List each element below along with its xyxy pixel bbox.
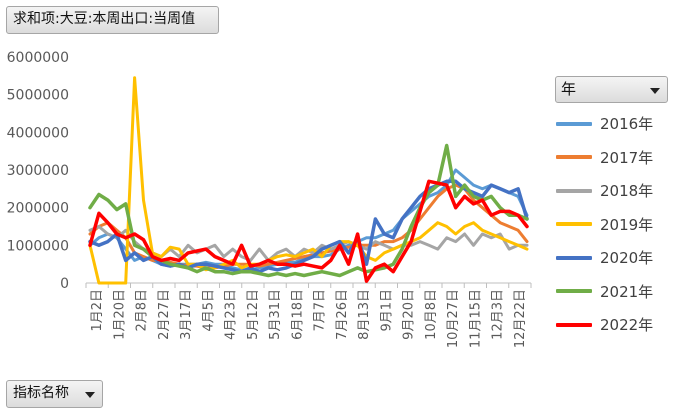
x-tick-label: 8月13日 [357, 289, 372, 340]
x-tick-label: 10月8日 [424, 289, 439, 340]
legend-item: 2016年 [556, 107, 653, 141]
legend-label: 2018年 [600, 182, 654, 201]
legend-swatch [556, 121, 592, 126]
legend-label: 2022年 [600, 316, 654, 335]
x-tick-label: 4月23日 [224, 289, 239, 340]
legend-swatch [556, 322, 592, 327]
legend-item: 2021年 [556, 275, 653, 309]
chart-legend: 2016年 2017年 2018年 2019年 2020年 2021年 2022… [556, 107, 653, 342]
legend-swatch [556, 155, 592, 160]
legend-field-label: 年 [561, 80, 577, 98]
x-tick-label: 2月8日 [135, 289, 150, 332]
y-tick-label: 6000000 [7, 50, 69, 66]
y-tick-label: 2000000 [7, 201, 69, 217]
x-tick-label: 1月2日 [90, 289, 105, 332]
legend-swatch [556, 222, 592, 227]
legend-field-dropdown[interactable]: 年 [555, 76, 668, 103]
series-line [88, 179, 529, 283]
y-tick-label: 1000000 [7, 238, 69, 254]
legend-swatch [556, 188, 592, 193]
x-tick-label: 11月15日 [468, 289, 483, 348]
x-tick-label: 6月18日 [290, 289, 305, 340]
legend-label: 2020年 [600, 249, 654, 268]
x-tick-label: 10月27日 [446, 289, 461, 348]
legend-label: 2016年 [600, 115, 654, 134]
legend-swatch [556, 255, 592, 260]
y-tick-label: 3000000 [7, 163, 69, 179]
y-tick-label: 5000000 [7, 88, 69, 104]
legend-item: 2019年 [556, 208, 653, 242]
x-tick-label: 5月12日 [246, 289, 261, 340]
value-field-button[interactable]: 求和项:大豆:本周出口:当周值 [6, 6, 219, 34]
legend-label: 2021年 [600, 282, 654, 301]
axis-field-dropdown[interactable]: 指标名称 [6, 380, 103, 408]
x-tick-label: 3月17日 [179, 289, 194, 340]
x-tick-label: 7月7日 [313, 289, 328, 332]
x-tick-label: 12月22日 [513, 289, 528, 348]
x-tick-label: 9月20日 [402, 289, 417, 340]
dropdown-arrow-icon[interactable] [85, 392, 95, 398]
legend-label: 2019年 [600, 215, 654, 234]
x-tick-label: 12月3日 [491, 289, 506, 340]
y-tick-label: 4000000 [7, 125, 69, 141]
x-tick-label: 2月27日 [157, 289, 172, 340]
x-tick-label: 4月5日 [201, 289, 216, 332]
x-tick-label: 5月31日 [268, 289, 283, 340]
dropdown-arrow-icon[interactable] [650, 88, 660, 94]
legend-item: 2018年 [556, 174, 653, 208]
x-tick-label: 9月1日 [379, 289, 394, 332]
legend-item: 2020年 [556, 241, 653, 275]
legend-item: 2017年 [556, 141, 653, 175]
series-line [88, 76, 529, 285]
x-tick-label: 1月20日 [112, 289, 127, 340]
legend-swatch [556, 289, 592, 294]
x-tick-label: 7月26日 [335, 289, 350, 340]
legend-label: 2017年 [600, 148, 654, 167]
legend-item: 2022年 [556, 308, 653, 342]
y-tick-label: 0 [60, 276, 69, 292]
axis-field-label: 指标名称 [13, 385, 69, 401]
value-field-label: 求和项:大豆:本周出口:当周值 [13, 11, 196, 27]
